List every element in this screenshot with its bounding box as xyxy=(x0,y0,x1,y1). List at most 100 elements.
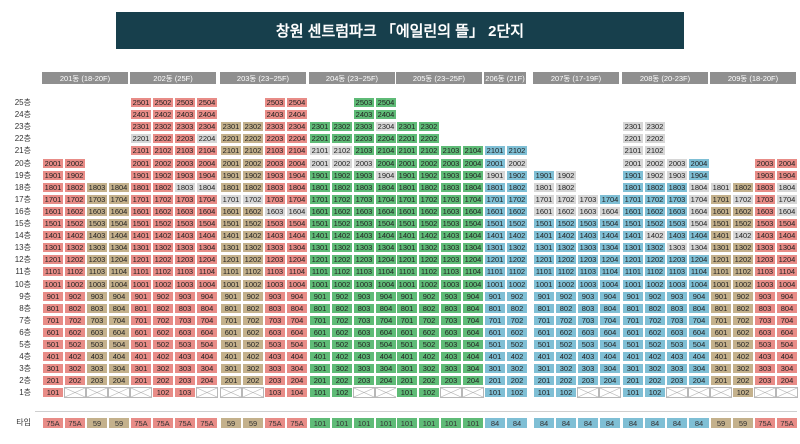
unit-cell[interactable]: 1701 xyxy=(622,193,644,205)
unit-cell[interactable]: 1402 xyxy=(152,230,174,242)
unit-cell[interactable]: 202 xyxy=(732,375,754,387)
unit-cell[interactable]: 1203 xyxy=(754,254,776,266)
unit-cell[interactable]: 604 xyxy=(462,326,484,338)
unit-cell[interactable]: 1504 xyxy=(462,218,484,229)
unit-cell[interactable]: 1004 xyxy=(286,278,308,290)
unit-cell[interactable]: 1101 xyxy=(42,266,64,278)
unit-cell[interactable]: 1903 xyxy=(353,169,375,181)
unit-cell[interactable]: 404 xyxy=(108,351,130,363)
unit-cell[interactable]: 1504 xyxy=(375,218,397,229)
unit-cell[interactable]: 703 xyxy=(754,314,776,326)
unit-cell[interactable]: 1303 xyxy=(666,242,688,254)
unit-cell[interactable]: 803 xyxy=(666,302,688,314)
unit-cell[interactable]: 1101 xyxy=(396,266,418,278)
unit-cell[interactable]: 2102 xyxy=(152,145,174,157)
unit-cell[interactable]: 1502 xyxy=(64,218,86,229)
unit-cell[interactable]: 704 xyxy=(599,314,621,326)
unit-cell[interactable]: 2104 xyxy=(375,145,397,157)
unit-cell[interactable]: 804 xyxy=(599,302,621,314)
unit-cell[interactable]: 1504 xyxy=(108,218,130,229)
unit-cell[interactable]: 1402 xyxy=(555,230,577,242)
unit-cell[interactable]: 1904 xyxy=(196,169,218,181)
unit-cell[interactable]: 404 xyxy=(286,351,308,363)
unit-cell[interactable]: 2004 xyxy=(196,157,218,169)
unit-cell[interactable]: 404 xyxy=(599,351,621,363)
unit-cell[interactable]: 1303 xyxy=(754,242,776,254)
unit-cell[interactable]: 1304 xyxy=(375,242,397,254)
unit-cell[interactable]: 2201 xyxy=(309,133,331,145)
unit-cell[interactable]: 1801 xyxy=(220,181,242,193)
unit-cell[interactable]: 401 xyxy=(220,351,242,363)
unit-cell[interactable]: 202 xyxy=(555,375,577,387)
unit-cell[interactable]: 903 xyxy=(754,290,776,302)
unit-cell[interactable]: 204 xyxy=(462,375,484,387)
unit-cell[interactable]: 602 xyxy=(64,326,86,338)
unit-cell[interactable]: 1403 xyxy=(754,230,776,242)
unit-cell[interactable]: 703 xyxy=(440,314,462,326)
unit-cell[interactable]: 302 xyxy=(418,363,440,375)
unit-cell[interactable]: 201 xyxy=(42,375,64,387)
unit-cell[interactable]: 1102 xyxy=(242,266,264,278)
unit-cell[interactable]: 903 xyxy=(264,290,286,302)
unit-cell[interactable]: 2104 xyxy=(196,145,218,157)
unit-cell[interactable]: 204 xyxy=(286,375,308,387)
unit-cell[interactable]: 1503 xyxy=(440,218,462,229)
unit-cell[interactable]: 403 xyxy=(264,351,286,363)
unit-cell[interactable]: 902 xyxy=(152,290,174,302)
unit-cell[interactable]: 901 xyxy=(622,290,644,302)
unit-cell[interactable]: 2201 xyxy=(396,133,418,145)
unit-cell[interactable]: 603 xyxy=(577,326,599,338)
unit-cell[interactable]: 1901 xyxy=(130,169,152,181)
unit-cell[interactable]: 1103 xyxy=(86,266,108,278)
unit-cell[interactable]: 1503 xyxy=(577,218,599,229)
unit-cell[interactable]: 601 xyxy=(622,326,644,338)
unit-cell[interactable]: 2003 xyxy=(440,157,462,169)
unit-cell[interactable]: 2202 xyxy=(242,133,264,145)
unit-cell[interactable]: 1402 xyxy=(732,230,754,242)
unit-cell[interactable]: 1503 xyxy=(754,218,776,229)
unit-cell[interactable]: 1404 xyxy=(108,230,130,242)
unit-cell[interactable]: 303 xyxy=(666,363,688,375)
unit-cell[interactable]: 802 xyxy=(506,302,528,314)
unit-cell[interactable]: 1902 xyxy=(506,169,528,181)
unit-cell[interactable]: 503 xyxy=(174,339,196,350)
unit-cell[interactable]: 702 xyxy=(242,314,264,326)
unit-cell[interactable]: 1603 xyxy=(440,205,462,217)
unit-cell[interactable]: 1203 xyxy=(86,254,108,266)
unit-cell[interactable]: 302 xyxy=(242,363,264,375)
unit-cell[interactable]: 402 xyxy=(64,351,86,363)
unit-cell[interactable]: 2001 xyxy=(484,157,506,169)
unit-cell[interactable]: 1104 xyxy=(286,266,308,278)
unit-cell[interactable]: 1304 xyxy=(286,242,308,254)
unit-cell[interactable]: 2102 xyxy=(242,145,264,157)
unit-cell[interactable]: 1003 xyxy=(440,278,462,290)
unit-cell[interactable]: 204 xyxy=(108,375,130,387)
unit-cell[interactable]: 204 xyxy=(196,375,218,387)
unit-cell[interactable]: 2401 xyxy=(130,109,152,121)
unit-cell[interactable]: 401 xyxy=(130,351,152,363)
unit-cell[interactable]: 2102 xyxy=(418,145,440,157)
unit-cell[interactable]: 903 xyxy=(440,290,462,302)
unit-cell[interactable]: 1301 xyxy=(484,242,506,254)
unit-cell[interactable]: 1603 xyxy=(666,205,688,217)
unit-cell[interactable]: 701 xyxy=(42,314,64,326)
unit-cell[interactable]: 1302 xyxy=(152,242,174,254)
unit-cell[interactable]: 1504 xyxy=(286,218,308,229)
unit-cell[interactable]: 502 xyxy=(418,339,440,350)
unit-cell[interactable]: 1902 xyxy=(555,169,577,181)
unit-cell[interactable]: 1203 xyxy=(666,254,688,266)
unit-cell[interactable]: 402 xyxy=(331,351,353,363)
unit-cell[interactable]: 2002 xyxy=(418,157,440,169)
unit-cell[interactable]: 301 xyxy=(710,363,732,375)
unit-cell[interactable]: 1804 xyxy=(688,181,710,193)
unit-cell[interactable]: 2201 xyxy=(130,133,152,145)
unit-cell[interactable]: 801 xyxy=(533,302,555,314)
unit-cell[interactable]: 2302 xyxy=(418,121,440,133)
unit-cell[interactable]: 903 xyxy=(353,290,375,302)
unit-cell[interactable]: 904 xyxy=(286,290,308,302)
unit-cell[interactable]: 2404 xyxy=(375,109,397,121)
unit-cell[interactable]: 1602 xyxy=(242,205,264,217)
unit-cell[interactable]: 1001 xyxy=(484,278,506,290)
unit-cell[interactable]: 803 xyxy=(174,302,196,314)
unit-cell[interactable]: 703 xyxy=(666,314,688,326)
